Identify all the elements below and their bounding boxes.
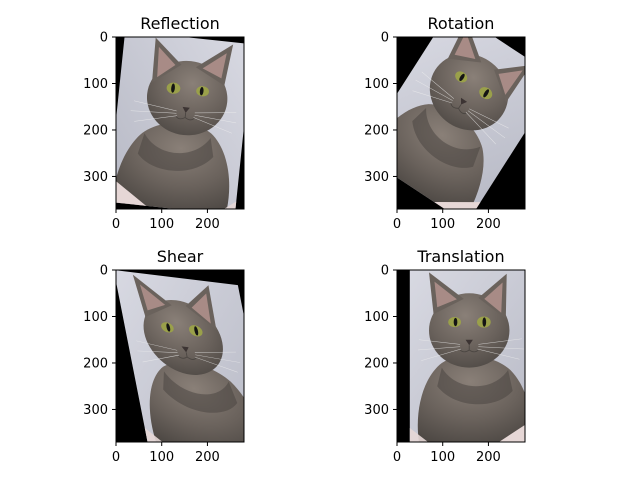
- panel-shear: 0 100 200 0 100 200 300 Shear: [83, 247, 272, 465]
- panel-rotation-ytick-label-200: 200: [364, 123, 389, 138]
- panel-rotation-cat-photo: [359, 8, 558, 223]
- panel-shear-xtick-label-0: 0: [112, 450, 120, 465]
- panel-rotation: 0 100 200 0 100 200 300 Rotation: [359, 8, 558, 232]
- panel-rotation-xtick-label-100: 100: [430, 217, 455, 232]
- panel-translation-ytick-label-200: 200: [364, 356, 389, 371]
- panel-translation-xtick-label-100: 100: [430, 450, 455, 465]
- panel-reflection-image: [108, 31, 253, 216]
- panel-shear-ytick-label-0: 0: [100, 264, 108, 279]
- panel-reflection-ytick-label-300: 300: [83, 170, 108, 185]
- panel-shear-title: Shear: [157, 247, 204, 266]
- panel-translation-ytick-label-100: 100: [364, 310, 389, 325]
- panel-reflection-xtick-label-200: 200: [195, 217, 220, 232]
- panel-reflection: 0 100 200 0 100 200 300 Reflection: [83, 14, 252, 232]
- panel-rotation-image: [359, 8, 558, 223]
- panel-translation-ytick-label-300: 300: [364, 403, 389, 418]
- panel-translation-xtick-label-200: 200: [476, 450, 501, 465]
- panel-reflection-xtick-label-0: 0: [112, 217, 120, 232]
- panel-translation-xtick-label-0: 0: [393, 450, 401, 465]
- panel-rotation-xtick-label-200: 200: [476, 217, 501, 232]
- panel-shear-image: [114, 270, 272, 457]
- panel-shear-xtick-label-200: 200: [195, 450, 220, 465]
- panel-reflection-ytick-label-0: 0: [100, 31, 108, 46]
- panel-reflection-ytick-label-100: 100: [83, 77, 108, 92]
- panel-translation: 0 100 200 0 100 200 300 Translation: [364, 247, 538, 465]
- panel-translation-image: [397, 270, 538, 442]
- panel-shear-ytick-label-300: 300: [83, 403, 108, 418]
- panel-reflection-title: Reflection: [140, 14, 220, 33]
- panel-rotation-ytick-label-100: 100: [364, 77, 389, 92]
- panel-shear-ytick-label-100: 100: [83, 310, 108, 325]
- panel-reflection-cat-photo: [108, 31, 253, 216]
- panel-rotation-ytick-label-0: 0: [381, 31, 389, 46]
- panel-rotation-title: Rotation: [428, 14, 495, 33]
- panel-reflection-xtick-label-100: 100: [149, 217, 174, 232]
- panel-translation-title: Translation: [416, 247, 504, 266]
- panel-reflection-ytick-label-200: 200: [83, 123, 108, 138]
- panel-shear-ytick-label-200: 200: [83, 356, 108, 371]
- panel-translation-ytick-label-0: 0: [381, 264, 389, 279]
- panel-rotation-xtick-label-0: 0: [393, 217, 401, 232]
- panel-translation-cat-photo: [410, 270, 538, 442]
- panel-rotation-ytick-label-300: 300: [364, 170, 389, 185]
- panel-shear-xtick-label-100: 100: [149, 450, 174, 465]
